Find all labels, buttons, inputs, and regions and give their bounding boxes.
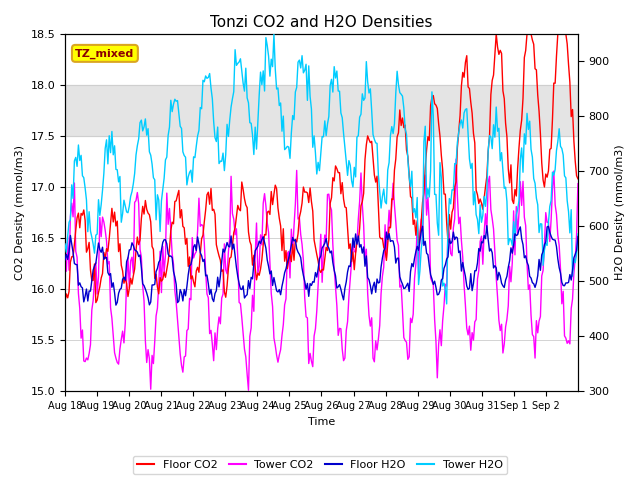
Legend: Floor CO2, Tower CO2, Floor H2O, Tower H2O: Floor CO2, Tower CO2, Floor H2O, Tower H… <box>133 456 507 474</box>
Y-axis label: H2O Density (mmol/m3): H2O Density (mmol/m3) <box>615 145 625 280</box>
Text: TZ_mixed: TZ_mixed <box>76 48 134 59</box>
X-axis label: Time: Time <box>308 417 335 427</box>
Y-axis label: CO2 Density (mmol/m3): CO2 Density (mmol/m3) <box>15 145 25 280</box>
Title: Tonzi CO2 and H2O Densities: Tonzi CO2 and H2O Densities <box>210 15 433 30</box>
Bar <box>65 85 578 136</box>
